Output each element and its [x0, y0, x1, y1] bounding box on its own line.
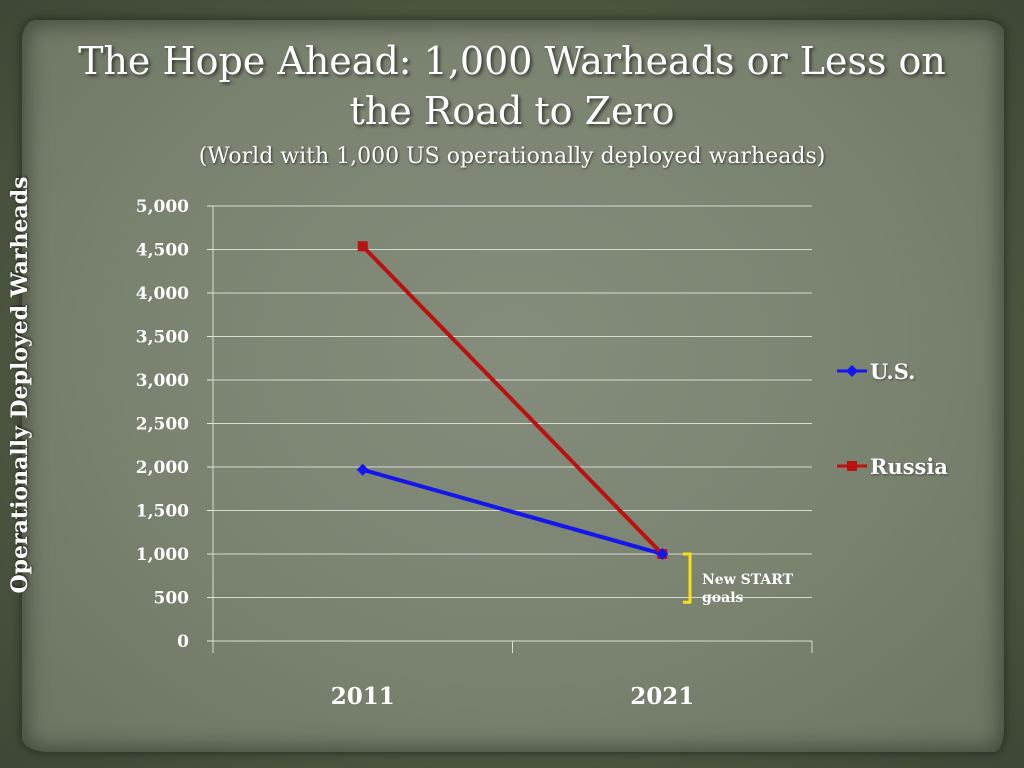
axes: 0 500 1,000 1,500 2,000 2,500 3,000 3,500 4,000 4… [136, 197, 813, 710]
legend-swatch-russia [837, 461, 867, 471]
y-tick-label: 3,500 [136, 328, 189, 348]
y-tick-label: 500 [154, 589, 190, 609]
gridlines [213, 205, 812, 642]
y-tick-label: 4,000 [136, 284, 189, 304]
y-tick-label: 0 [177, 632, 189, 652]
series-line-russia [361, 244, 664, 556]
y-tick-label: 4,500 [136, 241, 189, 261]
legend-label-russia: Russia [870, 453, 948, 479]
new-start-annotation: New START goals [702, 572, 794, 606]
new-start-bracket [683, 552, 692, 604]
y-tick-label: 1,000 [136, 545, 189, 565]
chart-title: The Hope Ahead: 1,000 Warheads or Less o… [78, 39, 946, 133]
paper-texture-panel [22, 20, 1004, 752]
legend-swatch-us [837, 365, 867, 377]
legend-label-us: U.S. [870, 358, 916, 384]
x-category-label: 2021 [630, 683, 694, 710]
data-point-us [356, 463, 369, 476]
legend-item-russia: Russia [836, 451, 948, 481]
chart-subtitle: (World with 1,000 US operationally deplo… [198, 144, 826, 169]
annotation-bracket [683, 552, 692, 604]
y-tick-label: 3,000 [136, 371, 189, 391]
data-point-russia [357, 241, 368, 252]
y-tick-label: 1,500 [136, 502, 189, 522]
series [356, 241, 669, 560]
data-point-us [656, 548, 669, 560]
legend-item-us: U.S. [836, 356, 915, 386]
y-tick-label: 2,000 [136, 458, 189, 478]
series-line-us [362, 467, 663, 556]
x-category-label: 2011 [331, 683, 395, 710]
y-tick-label: 5,000 [136, 197, 189, 217]
y-tick-label: 2,500 [136, 415, 189, 435]
